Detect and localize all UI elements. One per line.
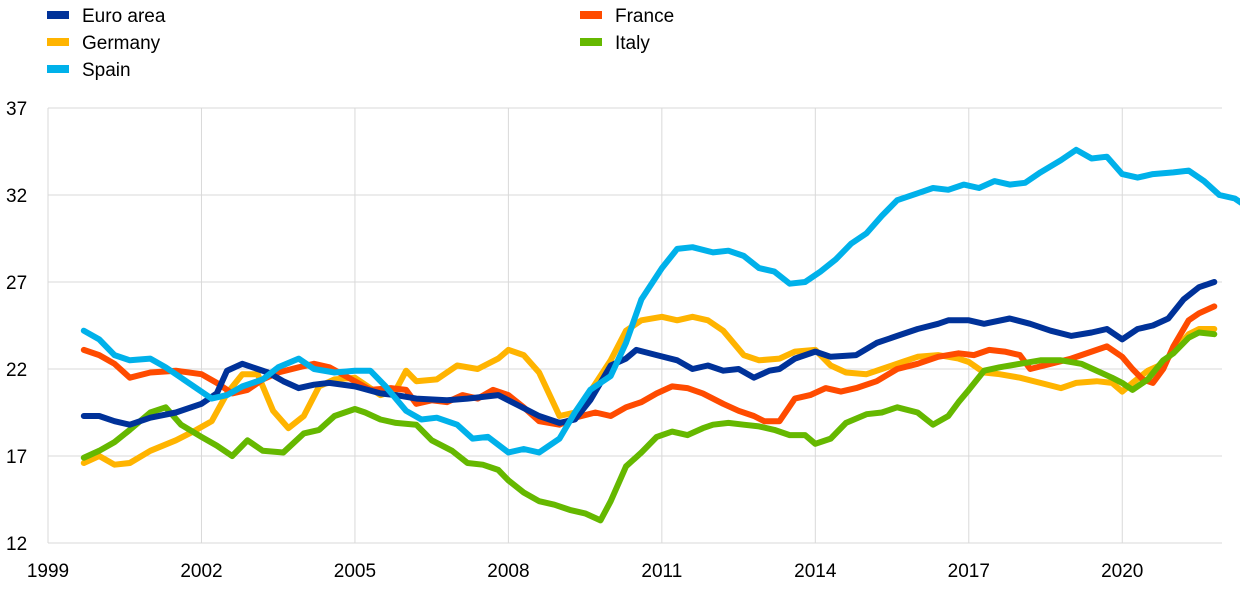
legend-label: Germany <box>82 33 161 54</box>
legend-label: Italy <box>615 33 650 54</box>
series-line-germany <box>80 313 1218 468</box>
x-tick-label: 2011 <box>641 561 682 582</box>
legend-label: France <box>615 6 674 27</box>
legend-swatch <box>47 65 69 73</box>
series-line-euro-area <box>80 279 1218 428</box>
x-tick-label: 2017 <box>948 561 990 582</box>
legend-label: Spain <box>82 60 131 81</box>
x-tick-label: 2002 <box>180 561 222 582</box>
series-line-spain <box>80 146 1240 456</box>
x-tick-label: 2005 <box>334 561 376 582</box>
legend: Euro area France Germany Italy Spain <box>47 6 674 81</box>
y-tick-label: 32 <box>6 186 27 207</box>
y-tick-label: 27 <box>6 273 27 294</box>
series-line-italy <box>80 329 1218 524</box>
legend-item-euro-area: Euro area <box>47 6 166 27</box>
x-tick-label: 1999 <box>27 561 69 582</box>
legend-swatch <box>580 11 602 19</box>
grid <box>47 107 1222 544</box>
x-tick-label: 2020 <box>1101 561 1143 582</box>
legend-swatch <box>47 11 69 19</box>
legend-item-spain: Spain <box>47 60 131 81</box>
y-tick-label: 12 <box>6 534 27 555</box>
legend-label: Euro area <box>82 6 166 27</box>
legend-item-france: France <box>580 6 674 27</box>
legend-swatch <box>580 38 602 46</box>
y-tick-label: 17 <box>6 447 27 468</box>
y-tick-label: 22 <box>6 360 27 381</box>
series-lines <box>80 146 1240 524</box>
legend-swatch <box>47 38 69 46</box>
y-tick-label: 37 <box>6 99 27 120</box>
legend-item-germany: Germany <box>47 33 161 54</box>
x-tick-label: 2008 <box>487 561 529 582</box>
x-axis-ticks: 1999 2002 2005 2008 2011 2014 2017 2020 <box>27 561 1144 582</box>
legend-item-italy: Italy <box>580 33 650 54</box>
x-tick-label: 2014 <box>794 561 837 582</box>
y-axis-ticks: 12 17 22 27 32 37 <box>6 99 27 555</box>
